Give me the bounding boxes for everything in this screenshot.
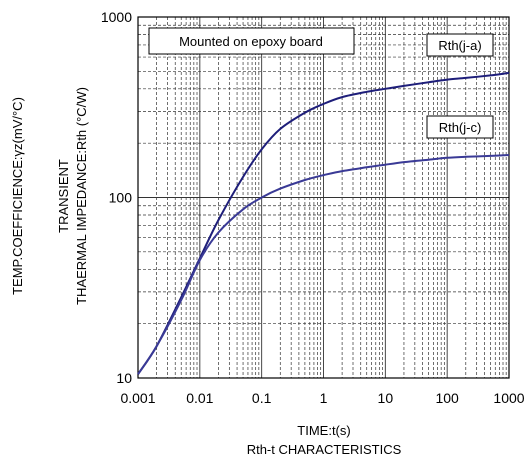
annotation-text: Mounted on epoxy board — [179, 34, 323, 49]
x-axis-label: TIME:t(s) — [297, 423, 350, 438]
y-tick-label: 10 — [116, 370, 132, 386]
series-label-jc: Rth(j-c) — [426, 115, 494, 139]
plot-frame — [137, 16, 510, 379]
y-axis-label-line2: THAERMAL IMPEDANCE:Rth (°C/W) — [74, 87, 89, 305]
x-tick-label: 100 — [435, 390, 459, 406]
y-axis-label-line1: TRANSIENT — [56, 159, 71, 233]
x-tick-label: 0.1 — [252, 390, 272, 406]
x-tick-label: 10 — [378, 390, 394, 406]
x-axis-ticks: 0.001 0.01 0.1 1 10 100 1000 — [120, 390, 524, 406]
y-tick-label: 1000 — [101, 9, 132, 25]
chart-title: Rth-t CHARACTERISTICS — [247, 442, 402, 457]
x-tick-label: 1000 — [493, 390, 524, 406]
series-line-rth-jc — [137, 154, 510, 375]
x-tick-label: 0.001 — [120, 390, 155, 406]
y-axis-ticks: 10 100 1000 — [101, 9, 132, 386]
x-tick-label: 0.01 — [186, 390, 213, 406]
series-label-ja-text: Rth(j-a) — [438, 38, 481, 53]
x-tick-label: 1 — [320, 390, 328, 406]
series-group — [137, 71, 510, 375]
series-label-ja: Rth(j-a) — [426, 33, 494, 57]
series-label-jc-text: Rth(j-c) — [439, 120, 482, 135]
y-axis-outer-label: TEMP.COEFFICIENCE:γz(mV/°C) — [10, 97, 25, 295]
annotation-box: Mounted on epoxy board — [148, 27, 355, 55]
y-tick-label: 100 — [109, 190, 133, 206]
grid — [138, 17, 509, 378]
